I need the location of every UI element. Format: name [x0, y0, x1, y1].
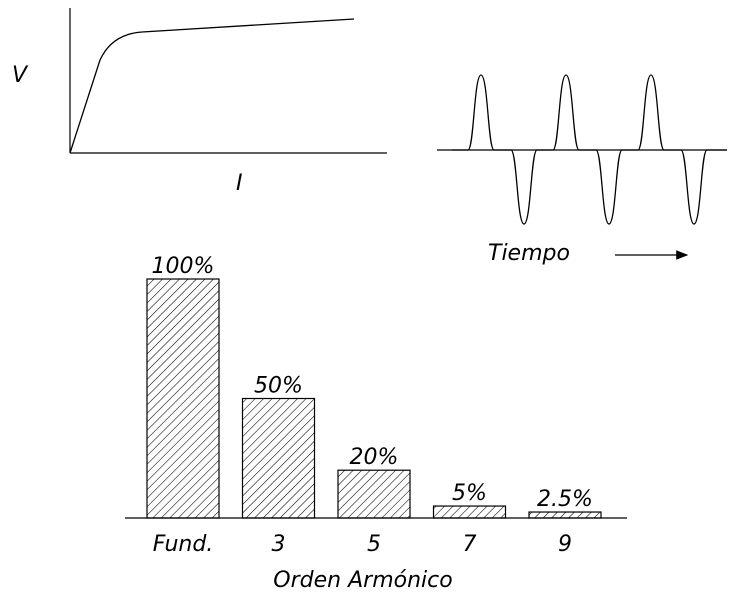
- bar-value-label: 50%: [254, 374, 303, 399]
- harmonic-spectrum-chart: 100% Fund. 50% 3 20% 5 5% 7 2.5% 9 Orden Armónico: [125, 254, 627, 593]
- bar-chart-x-label: Orden Armónico: [273, 568, 452, 593]
- category-label: 9: [558, 532, 572, 557]
- vi-y-label: V: [12, 63, 29, 88]
- vi-x-label: I: [236, 171, 243, 196]
- bar-5: [337, 469, 411, 519]
- bar-7: [432, 505, 507, 519]
- category-label: 5: [367, 532, 381, 557]
- bars-group: 100% Fund. 50% 3 20% 5 5% 7 2.5% 9: [146, 254, 602, 557]
- bar-9: [528, 511, 602, 519]
- waveform-plot: Tiempo: [437, 74, 727, 266]
- vi-curve-plot: V I: [12, 8, 387, 196]
- bar-value-label: 2.5%: [537, 487, 593, 512]
- bar-fund: [146, 278, 220, 519]
- category-label: 3: [272, 532, 286, 557]
- bar-3: [241, 397, 316, 519]
- category-label: 7: [463, 532, 477, 557]
- bar-value-label: 5%: [452, 481, 487, 506]
- bar-value-label: 20%: [350, 445, 399, 470]
- saturation-curve: [69, 18, 355, 154]
- category-label: Fund.: [153, 532, 214, 557]
- time-label: Tiempo: [488, 241, 570, 266]
- bar-value-label: 100%: [152, 254, 215, 279]
